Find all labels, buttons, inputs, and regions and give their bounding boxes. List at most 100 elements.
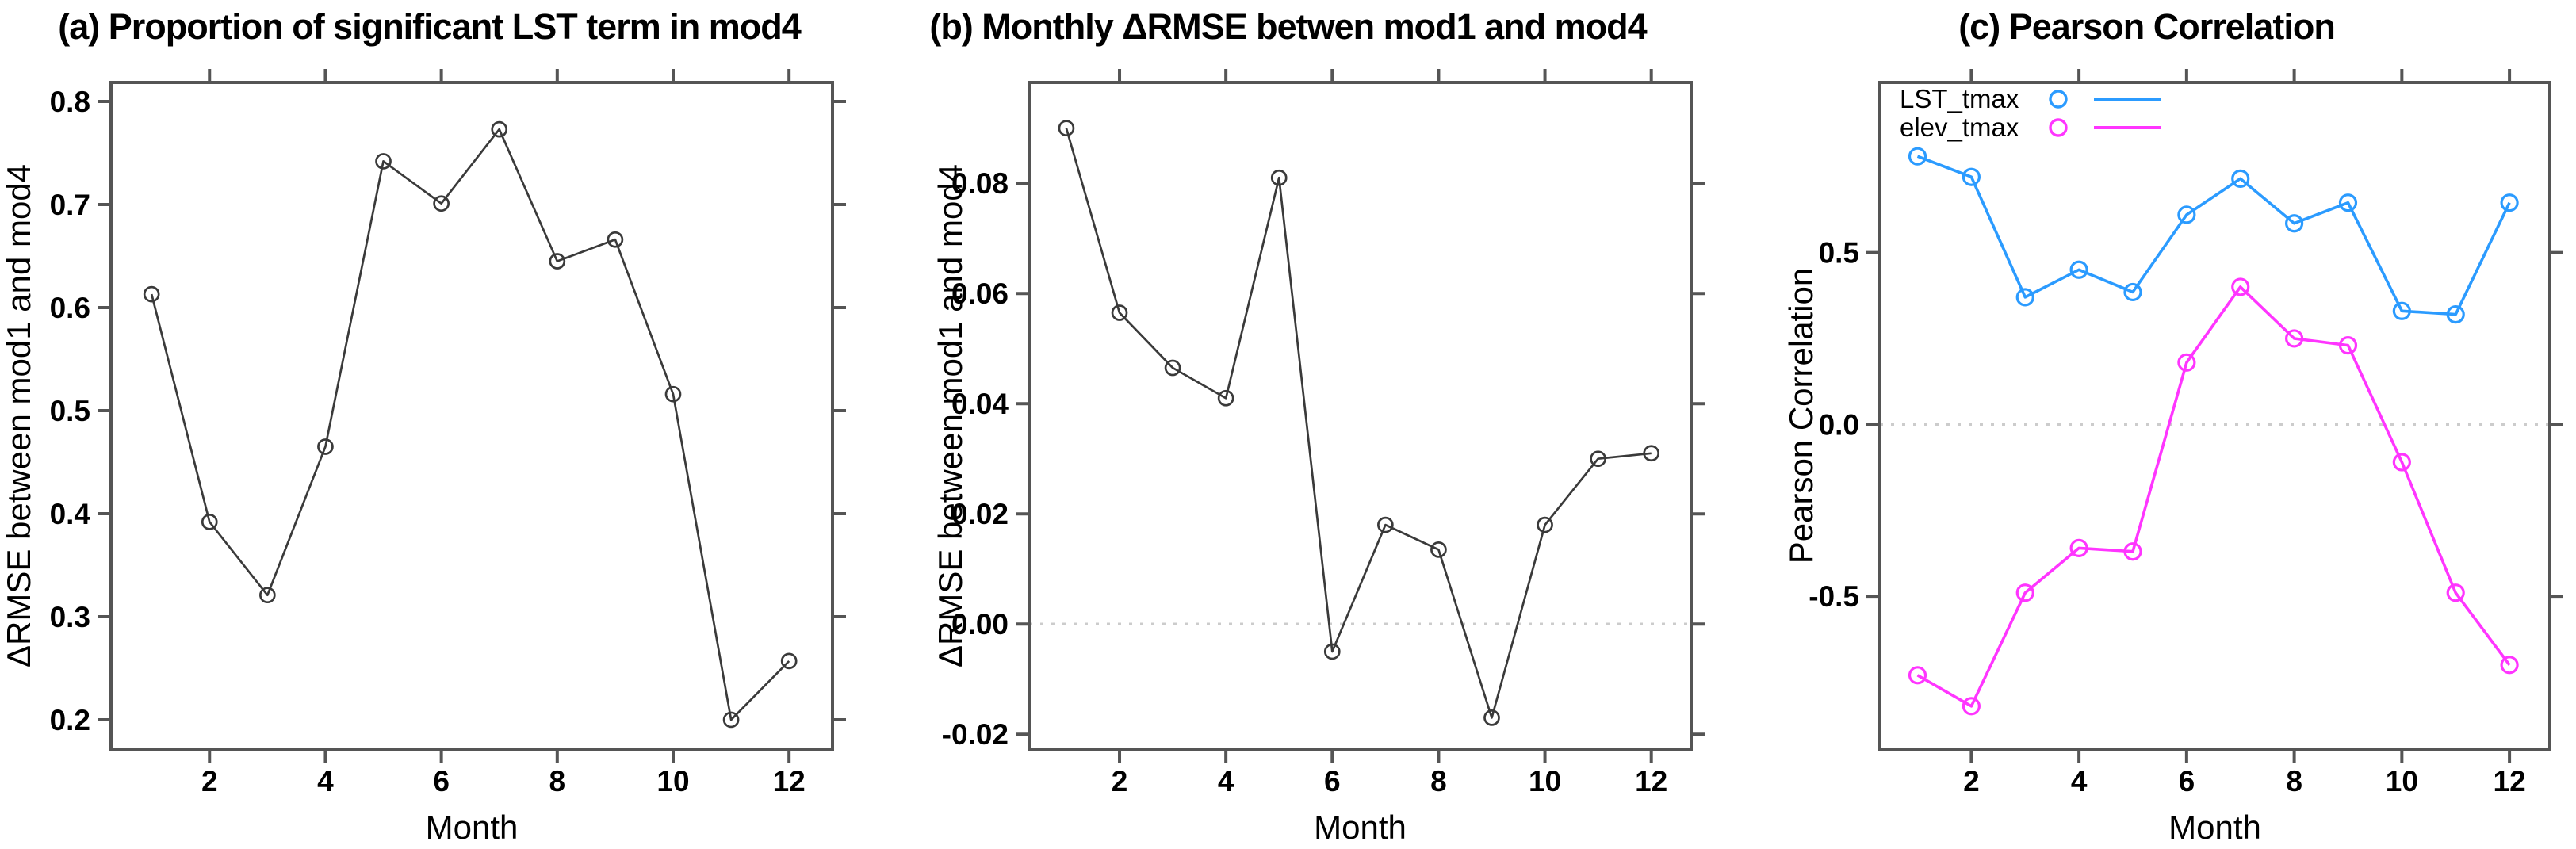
data-point	[2446, 583, 2465, 602]
data-point	[1377, 516, 1394, 533]
x-axis-label: Month	[1314, 809, 1407, 846]
data-point	[2285, 329, 2304, 348]
data-point	[2015, 288, 2034, 307]
y-tick-label: 0.00	[951, 608, 1009, 641]
y-tick-label: 0.02	[951, 498, 1009, 530]
legend-marker	[2049, 90, 2068, 109]
data-point	[1323, 643, 1341, 660]
panel-b-chart: 2 4 6 8 10 12 -0.02 0.00 0.02 0.04 0.06 0.08 Month ΔR…	[932, 69, 1705, 846]
data-point	[664, 385, 682, 403]
data-point	[2123, 542, 2142, 561]
data-point	[2177, 205, 2196, 224]
data-point	[1962, 697, 1981, 716]
y-tick-label: -0.5	[1809, 580, 1859, 613]
y-tick-label: 0.3	[50, 601, 90, 633]
y-tick-label: 0.2	[50, 704, 90, 736]
data-point	[1430, 541, 1447, 558]
y-tick-label: 0.8	[50, 86, 90, 118]
panel-a-chart: 2 4 6 8 10 12 0.2 0.3 0.4 0.5 0.6 0.7 0.8 Month ΔRMSE …	[0, 69, 846, 846]
data-point	[2069, 538, 2088, 557]
legend-marker	[2049, 118, 2068, 137]
x-tick-label: 12	[773, 765, 806, 797]
data-point	[1908, 147, 1927, 166]
y-axis-label: Pearson Correlation	[1782, 268, 1820, 564]
x-tick-label: 12	[2494, 765, 2526, 797]
x-tick-label: 4	[317, 765, 334, 797]
data-point	[2231, 277, 2250, 296]
data-point	[722, 711, 740, 729]
data-point	[2177, 353, 2196, 372]
y-tick-label: 0.06	[951, 277, 1009, 310]
series-line	[1065, 128, 1652, 719]
data-point	[2338, 193, 2358, 212]
x-tick-label: 12	[1635, 765, 1667, 797]
data-point	[2338, 336, 2358, 355]
x-tick-label: 4	[2071, 765, 2088, 797]
y-axis-label: ΔRMSE between mod1 and mod4	[932, 164, 969, 667]
panel-c-title: (c) Pearson Correlation	[1958, 6, 2336, 47]
x-tick-label: 8	[549, 765, 566, 797]
y-tick-label: -0.02	[942, 718, 1009, 751]
series-line	[1916, 155, 2511, 316]
x-tick-label: 10	[656, 765, 689, 797]
legend-label: LST_tmax	[1900, 84, 2019, 113]
plot-box	[1028, 81, 1693, 751]
y-tick-label: 0.04	[951, 388, 1009, 420]
series-line	[1916, 285, 2511, 708]
data-point	[2069, 260, 2088, 279]
data-point	[1058, 120, 1075, 137]
data-point	[1111, 304, 1128, 321]
data-point	[1643, 445, 1660, 462]
data-point	[2392, 301, 2411, 320]
data-point	[491, 120, 508, 138]
data-point	[2231, 169, 2250, 188]
x-tick-label: 6	[2179, 765, 2195, 797]
data-point	[375, 153, 392, 170]
data-point	[2123, 282, 2142, 302]
data-point	[1164, 359, 1181, 377]
y-tick-label: 0.0	[1819, 408, 1859, 441]
data-point	[1908, 666, 1927, 685]
data-point	[1483, 709, 1500, 726]
data-point	[780, 652, 798, 670]
data-point	[317, 438, 334, 455]
data-point	[143, 285, 160, 303]
data-point	[607, 231, 624, 248]
x-tick-label: 10	[2386, 765, 2418, 797]
x-axis-label: Month	[426, 809, 519, 846]
x-tick-label: 10	[1529, 765, 1561, 797]
panel-c: (c) Pearson Correlation 2 4 6 8 10 12 -0.5 0.0 0…	[1717, 0, 2576, 849]
panel-a: (a) Proportion of significant LST term i…	[0, 0, 859, 849]
x-axis-label: Month	[2168, 809, 2261, 846]
data-point	[2285, 214, 2304, 233]
data-point	[2015, 583, 2034, 602]
x-tick-label: 4	[1218, 765, 1234, 797]
data-point	[1962, 167, 1981, 186]
y-axis-label: ΔRMSE between mod1 and mod4	[0, 164, 37, 667]
panel-c-chart: 2 4 6 8 10 12 -0.5 0.0 0.5 Month Pearson Correlati…	[1782, 69, 2563, 846]
data-point	[2500, 656, 2519, 675]
data-point	[2446, 305, 2465, 324]
x-tick-label: 2	[201, 765, 218, 797]
data-point	[258, 587, 276, 604]
data-point	[2500, 193, 2519, 212]
panel-b-title: (b) Monthly ΔRMSE betwen mod1 and mod4	[929, 6, 1647, 47]
y-tick-label: 0.5	[50, 395, 90, 427]
data-point	[433, 195, 450, 212]
data-point	[549, 253, 566, 270]
y-tick-label: 0.6	[50, 292, 90, 324]
y-tick-label: 0.5	[1819, 237, 1859, 270]
y-tick-label: 0.7	[50, 189, 90, 221]
x-tick-label: 8	[2286, 765, 2302, 797]
series-line	[150, 128, 790, 721]
x-tick-label: 6	[1324, 765, 1341, 797]
data-point	[201, 514, 218, 530]
data-point	[2392, 453, 2411, 472]
x-tick-label: 6	[433, 765, 450, 797]
panel-b: (b) Monthly ΔRMSE betwen mod1 and mod4 2…	[859, 0, 1717, 849]
panel-a-title: (a) Proportion of significant LST term i…	[58, 6, 802, 47]
x-tick-label: 2	[1963, 765, 1980, 797]
plot-box	[109, 81, 834, 751]
data-point	[1217, 389, 1234, 407]
